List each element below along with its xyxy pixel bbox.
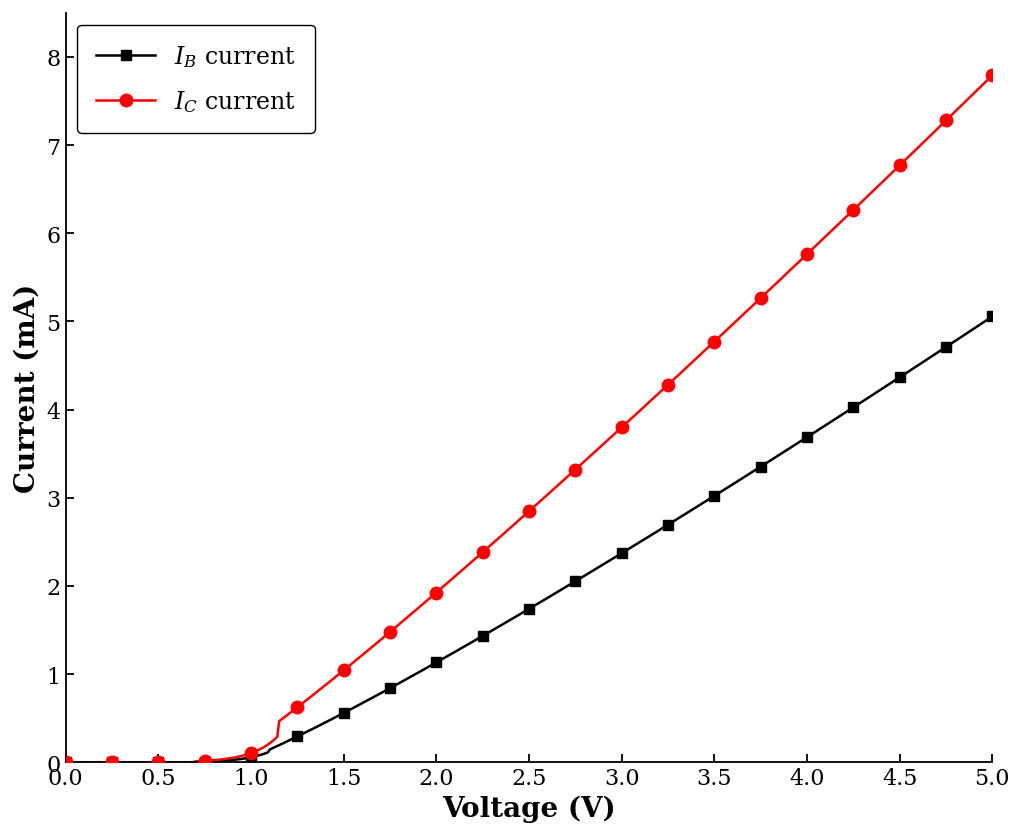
$I_B$ current	[662, 520, 674, 530]
Line: $I_B$ current: $I_B$ current	[60, 312, 997, 767]
$I_C$ current	[709, 337, 721, 347]
$I_C$ current	[662, 380, 674, 390]
$I_C$ current	[245, 748, 257, 758]
$I_C$ current	[338, 665, 350, 675]
$I_B$ current	[199, 757, 211, 767]
$I_C$ current	[894, 161, 906, 171]
$I_B$ current	[894, 373, 906, 383]
$I_B$ current	[940, 343, 952, 353]
$I_C$ current	[430, 588, 442, 598]
Line: $I_C$ current: $I_C$ current	[59, 70, 998, 768]
$I_C$ current	[476, 548, 488, 558]
$I_B$ current	[245, 752, 257, 762]
$I_B$ current	[105, 757, 118, 767]
$I_B$ current	[847, 403, 859, 413]
$I_B$ current	[338, 708, 350, 718]
$I_B$ current	[153, 757, 165, 767]
X-axis label: Voltage (V): Voltage (V)	[442, 795, 615, 822]
$I_B$ current	[755, 462, 767, 472]
Y-axis label: Current (mA): Current (mA)	[14, 283, 41, 492]
$I_B$ current	[291, 732, 303, 742]
$I_B$ current	[384, 683, 396, 693]
$I_C$ current	[105, 757, 118, 767]
$I_B$ current	[523, 604, 536, 614]
$I_C$ current	[523, 507, 536, 517]
$I_B$ current	[59, 757, 72, 767]
$I_C$ current	[59, 757, 72, 767]
$I_C$ current	[384, 627, 396, 637]
$I_C$ current	[755, 293, 767, 303]
$I_B$ current	[801, 432, 813, 442]
$I_C$ current	[615, 423, 628, 433]
$I_C$ current	[940, 116, 952, 126]
$I_B$ current	[709, 492, 721, 502]
$I_B$ current	[430, 658, 442, 668]
$I_C$ current	[153, 757, 165, 767]
Legend: $I_B$ current, $I_C$ current: $I_B$ current, $I_C$ current	[78, 26, 315, 134]
$I_B$ current	[615, 548, 628, 558]
$I_C$ current	[291, 702, 303, 712]
$I_B$ current	[476, 631, 488, 641]
$I_C$ current	[986, 71, 998, 81]
$I_C$ current	[847, 206, 859, 216]
$I_C$ current	[569, 465, 582, 475]
$I_C$ current	[199, 756, 211, 766]
$I_B$ current	[569, 577, 582, 587]
$I_C$ current	[801, 250, 813, 260]
$I_B$ current	[986, 312, 998, 322]
